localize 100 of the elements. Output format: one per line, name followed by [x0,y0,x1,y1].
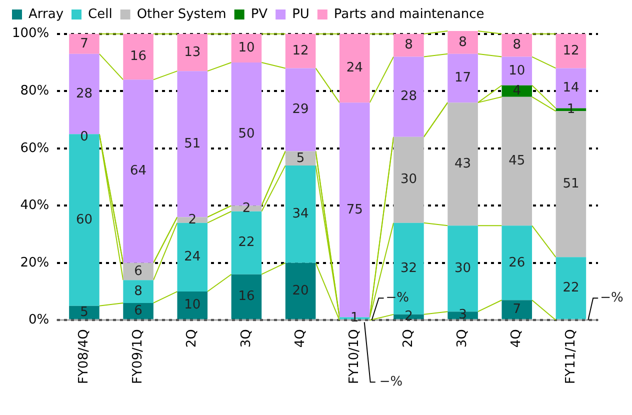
data-label: 12 [292,43,309,58]
data-label: 51 [562,176,580,192]
data-label: 13 [184,44,201,60]
bar [177,34,208,72]
data-label: 8 [458,34,467,50]
data-label: 29 [292,102,309,118]
data-label: 16 [238,289,255,304]
y-tick-label: 60% [20,140,50,156]
bar [285,34,316,68]
legend-label: PU [292,6,310,22]
data-label: 50 [238,126,255,142]
x-tick-label: 2Q [401,329,416,348]
bar [448,31,478,54]
bar [448,102,478,226]
bar [123,34,154,80]
bar [394,34,424,57]
bar [556,257,586,320]
legend-label: Array [28,6,64,22]
legend-label: Parts and maintenance [334,6,484,22]
data-label: 10 [184,298,201,313]
data-label: 16 [130,49,147,64]
data-label: 28 [400,89,417,104]
data-label: 10 [508,63,526,78]
legend-label: PV [250,6,268,22]
data-label: 8 [134,284,142,299]
bar [231,34,262,62]
y-tick-label: 40% [20,198,50,214]
bar [177,292,208,320]
y-tick-label: 80% [20,83,50,98]
bar [69,306,100,320]
bar [123,262,154,280]
bar [556,34,586,68]
data-label: 26 [508,255,526,270]
data-label: 1 [566,102,576,118]
x-tick-label: 2Q [184,329,200,348]
bar [123,80,154,263]
bar [502,96,532,226]
bar [285,151,316,166]
bar [502,34,532,57]
bar [556,111,586,258]
data-label: 5 [296,150,305,166]
data-label: 8 [512,38,522,53]
x-tick-label: 4Q [292,329,308,348]
y-tick-label: 100% [12,26,50,42]
data-label: 8 [404,38,413,53]
legend-label: Other System [136,6,226,22]
data-label: 24 [184,250,201,265]
data-label: 30 [400,172,417,188]
bar [394,56,424,137]
annotation: −% [600,290,624,306]
data-label: 24 [346,60,363,76]
legend-label: Cell [88,6,112,22]
bar [285,166,316,263]
data-label: 43 [454,156,472,172]
bar [285,262,316,320]
bar [502,300,532,320]
data-label: 60 [76,212,92,228]
x-tick-label: 4Q [509,329,524,348]
data-label: 14 [562,80,580,96]
bar [69,34,100,54]
data-label: 17 [454,70,472,86]
bar [502,226,532,300]
bar [502,56,532,86]
data-label: 3 [458,308,467,323]
data-label: 34 [292,206,309,222]
x-tick-label: 3Q [455,329,470,348]
text: −% [379,374,403,390]
data-label: 22 [562,280,580,296]
data-label: 51 [184,136,201,152]
x-tick-label: FY11/1Q [563,329,578,384]
data-label: 6 [134,303,142,318]
bar [502,85,532,97]
data-label: 12 [562,43,580,58]
data-label: 30 [454,261,472,276]
data-label: 7 [512,302,522,318]
data-label: 6 [134,264,142,279]
data-label: 28 [76,86,92,102]
bar [394,136,424,223]
x-tick-label: FY10/1Q [347,329,362,384]
bar [285,68,316,152]
x-tick-label: FY09/1Q [130,329,146,384]
x-tick-label: 3Q [238,329,254,348]
bar [177,222,208,292]
data-label: 45 [508,154,526,169]
bar [123,302,154,320]
x-tick-label: FY08/4Q [76,329,92,384]
data-label: 10 [238,40,255,56]
annotation: 0 [80,129,88,144]
data-label: 4 [512,83,522,98]
bar [339,34,370,103]
bar [231,211,262,274]
data-label: 64 [130,164,147,179]
bar [123,280,154,303]
y-tick-label: 20% [20,255,50,270]
data-label: 20 [292,283,309,298]
y-tick-label: 0% [28,312,50,328]
data-label: 75 [346,202,363,218]
bar [231,274,262,320]
data-label: 32 [400,261,417,276]
bar [448,54,478,103]
